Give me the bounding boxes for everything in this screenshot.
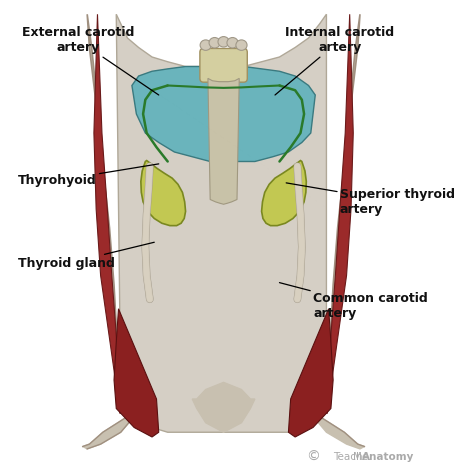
Ellipse shape <box>218 37 229 47</box>
Polygon shape <box>328 14 360 404</box>
Polygon shape <box>300 399 365 449</box>
Text: Me: Me <box>353 452 368 462</box>
Ellipse shape <box>227 38 238 48</box>
Polygon shape <box>262 161 306 226</box>
Polygon shape <box>116 14 327 432</box>
Ellipse shape <box>200 40 211 50</box>
Polygon shape <box>141 161 186 226</box>
Text: Superior thyroid
artery: Superior thyroid artery <box>286 183 455 216</box>
Polygon shape <box>87 14 118 404</box>
Text: Internal carotid
artery: Internal carotid artery <box>275 27 394 95</box>
Polygon shape <box>132 66 315 162</box>
Ellipse shape <box>236 40 247 50</box>
Polygon shape <box>114 309 159 437</box>
Polygon shape <box>94 14 121 413</box>
Polygon shape <box>208 78 239 204</box>
Text: External carotid
artery: External carotid artery <box>22 27 159 95</box>
Ellipse shape <box>209 38 220 48</box>
Polygon shape <box>192 382 255 432</box>
Text: Anatomy: Anatomy <box>362 452 415 462</box>
Polygon shape <box>288 309 333 437</box>
Text: Thyroid gland: Thyroid gland <box>18 242 154 270</box>
Polygon shape <box>327 14 353 413</box>
Polygon shape <box>83 399 147 449</box>
Text: Teach: Teach <box>333 452 363 462</box>
Text: Common carotid
artery: Common carotid artery <box>280 283 428 320</box>
Text: Thyrohyoid: Thyrohyoid <box>18 164 159 187</box>
FancyBboxPatch shape <box>200 48 247 82</box>
Text: ©: © <box>306 450 320 464</box>
